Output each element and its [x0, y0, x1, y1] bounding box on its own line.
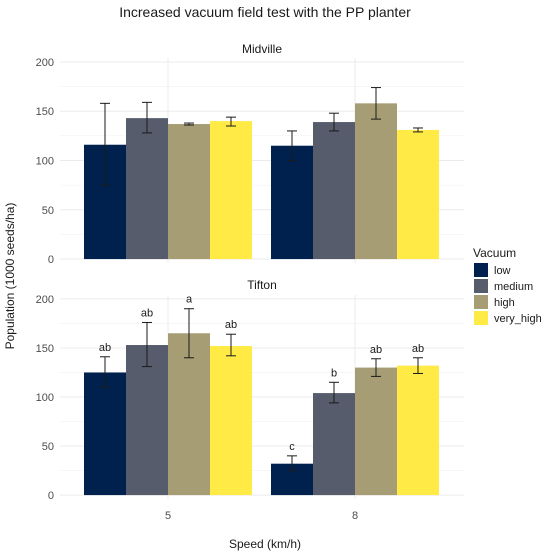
bar-high: [168, 124, 210, 260]
error-bar: [371, 87, 381, 120]
legend-swatch: [474, 263, 488, 277]
facet-panels: Midville050100150200Tifton050100150200ab…: [36, 42, 464, 502]
legend-title: Vacuum: [473, 246, 516, 260]
bar-medium: [313, 393, 355, 496]
y-tick-label: 100: [36, 156, 54, 168]
bar-very_high: [397, 129, 439, 260]
y-tick-label: 0: [48, 254, 54, 266]
bar-low: [271, 145, 313, 260]
error-bar: [100, 102, 110, 186]
legend: Vacuum low medium high very_high: [473, 246, 542, 325]
error-bar: [142, 321, 152, 368]
error-bar: [226, 333, 236, 357]
bar-very_high: [397, 365, 439, 496]
legend-swatch: [474, 311, 488, 325]
legend-label: high: [494, 297, 515, 309]
legend-label: medium: [494, 281, 533, 293]
significance-label: ab: [412, 343, 424, 355]
significance-label: ab: [99, 342, 111, 354]
significance-label: ab: [141, 307, 153, 319]
error-bar: [329, 381, 339, 404]
error-bar: [184, 122, 194, 126]
significance-label: ab: [225, 319, 237, 331]
facet-label: Tifton: [247, 278, 277, 292]
y-tick-label: 50: [42, 441, 54, 453]
x-tick-label: 5: [165, 510, 171, 522]
bar-very_high: [210, 121, 252, 260]
y-tick-label: 150: [36, 343, 54, 355]
significance-label: c: [289, 441, 295, 453]
error-bar: [184, 308, 194, 359]
y-tick-label: 50: [42, 205, 54, 217]
legend-item-medium: medium: [474, 279, 533, 293]
chart-title: Increased vacuum field test with the PP …: [119, 4, 411, 20]
y-axis-title: Population (1000 seeds/ha): [3, 203, 17, 350]
legend-label: very_high: [494, 313, 542, 325]
y-tick-label: 150: [36, 106, 54, 118]
bar-high: [355, 367, 397, 496]
facet-panel-tifton: Tifton 0 50 100 150 200 ab c ab b a ab ab ab: [36, 278, 464, 502]
significance-label: ab: [370, 344, 382, 356]
facet-label: Midville: [242, 42, 282, 56]
error-bar: [226, 116, 236, 127]
legend-item-high: high: [474, 295, 515, 309]
bar-medium: [126, 345, 168, 496]
legend-swatch: [474, 295, 488, 309]
legend-item-very_high: very_high: [474, 311, 542, 325]
bar-high: [168, 333, 210, 496]
error-bar: [287, 455, 297, 472]
error-bar: [329, 112, 339, 132]
x-tick-label: 8: [352, 510, 358, 522]
significance-label: a: [186, 294, 193, 306]
bar-high: [355, 103, 397, 260]
error-bar: [287, 130, 297, 161]
bar-very_high: [210, 346, 252, 496]
y-tick-label: 0: [48, 490, 54, 502]
error-bar: [100, 356, 110, 388]
bar-medium: [126, 118, 168, 260]
legend-swatch: [474, 279, 488, 293]
bar-medium: [313, 122, 355, 260]
error-bar: [371, 358, 381, 377]
legend-item-low: low: [474, 263, 511, 277]
error-bar: [413, 357, 423, 374]
bar-low: [84, 372, 126, 496]
y-tick-label: 200: [36, 294, 54, 306]
significance-label: b: [331, 367, 337, 379]
facet-panel-midville: Midville 0 50 100 150 200: [36, 42, 464, 266]
legend-label: low: [494, 265, 511, 277]
y-tick-label: 100: [36, 392, 54, 404]
x-axis-title: Speed (km/h): [229, 537, 301, 551]
y-tick-label: 200: [36, 57, 54, 69]
error-bar: [413, 127, 423, 133]
error-bar: [142, 101, 152, 134]
